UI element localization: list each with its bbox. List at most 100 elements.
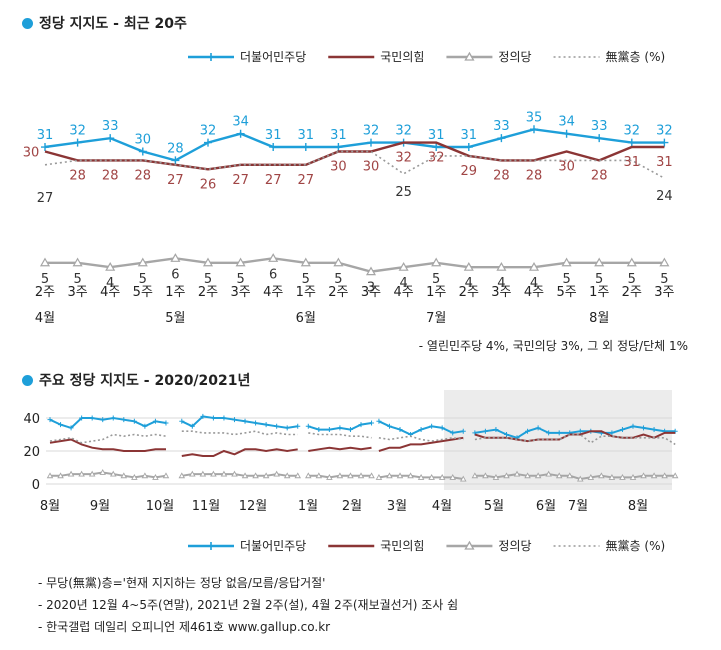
data-label: 5 <box>562 272 570 287</box>
data-point <box>630 423 636 429</box>
data-point <box>120 472 128 479</box>
triangle-marker-icon <box>464 51 475 61</box>
data-label: 31 <box>656 155 673 170</box>
data-point <box>566 472 574 479</box>
data-label: 33 <box>493 119 510 134</box>
chart2-lines <box>46 413 679 482</box>
data-point <box>651 427 657 433</box>
data-point <box>496 261 507 271</box>
data-point <box>221 415 227 421</box>
data-label: 31 <box>37 128 54 143</box>
data-point <box>640 472 647 479</box>
x-month-label: 10월 <box>146 499 175 514</box>
data-point <box>459 475 467 482</box>
bullet-dot-icon <box>22 374 33 386</box>
data-point <box>438 473 446 480</box>
data-point <box>189 470 196 477</box>
data-point <box>131 418 137 424</box>
data-point <box>242 418 248 424</box>
data-point <box>358 422 364 428</box>
data-point <box>525 428 531 434</box>
x-month-label: 6월 <box>296 311 316 326</box>
data-point <box>347 472 354 479</box>
data-point <box>577 475 584 482</box>
data-label: 6 <box>171 267 179 282</box>
data-point <box>170 253 181 262</box>
data-point <box>347 427 353 433</box>
data-point <box>210 415 216 421</box>
data-point <box>650 472 658 479</box>
data-point <box>326 473 333 480</box>
data-point <box>417 473 425 480</box>
plus-marker-icon <box>207 53 215 61</box>
data-label: 5 <box>432 272 440 287</box>
data-label: 5 <box>41 272 49 287</box>
data-label: 4 <box>106 276 114 291</box>
data-point <box>595 134 604 143</box>
data-label: 32 <box>69 124 86 139</box>
data-label: 28 <box>135 168 152 183</box>
data-label: 4 <box>465 276 473 291</box>
series-line-정의당 <box>181 473 298 477</box>
data-point <box>262 472 270 479</box>
legend-item--층: 無黨층 (%) <box>553 538 665 553</box>
x-month-label: 4월 <box>432 499 452 514</box>
legend-label: 국민의힘 <box>380 50 424 64</box>
data-point <box>545 470 552 477</box>
legend-label: 더불어민주당 <box>240 539 306 553</box>
data-point <box>141 472 149 479</box>
data-point <box>546 430 552 436</box>
data-point <box>609 430 615 436</box>
x-month-label: 8월 <box>628 499 648 514</box>
legend-item-더불어민주당: 더불어민주당 <box>188 50 306 64</box>
data-point <box>162 472 170 479</box>
chart1-legend: 더불어민주당 국민의힘 정의당 無黨층 (%) <box>188 49 665 64</box>
data-point <box>386 472 393 479</box>
data-point <box>407 472 414 479</box>
series-line-정의당 <box>50 471 167 479</box>
data-point <box>295 423 301 429</box>
series-line--층 <box>44 150 665 179</box>
data-point <box>334 143 343 152</box>
data-label: 34 <box>558 115 575 130</box>
x-month-label: 7월 <box>426 311 446 326</box>
data-point <box>78 470 85 477</box>
data-label: 31 <box>624 155 641 170</box>
triangle-marker-icon <box>464 540 475 550</box>
data-point <box>73 138 82 147</box>
data-point <box>39 257 51 267</box>
x-month-label: 3월 <box>387 499 407 514</box>
data-label: 28 <box>69 168 86 183</box>
data-point <box>439 425 445 431</box>
data-point <box>202 257 214 267</box>
x-month-label: 6월 <box>536 499 556 514</box>
data-label: 27 <box>167 173 184 188</box>
data-point <box>627 138 636 147</box>
data-point <box>534 472 542 479</box>
data-point <box>200 413 206 419</box>
data-label: 4 <box>497 276 505 291</box>
data-point <box>513 470 521 477</box>
data-point <box>263 422 269 428</box>
x-tick-label: 3주 <box>230 285 250 300</box>
x-tick-label: 1주 <box>589 285 609 300</box>
data-point <box>253 420 259 426</box>
data-point <box>72 257 83 267</box>
series-line--층 <box>181 430 298 436</box>
x-tick-label: 4주 <box>100 285 120 300</box>
x-tick-label: 3주 <box>361 285 381 300</box>
series-line-국민의힘 <box>308 446 372 452</box>
x-month-label: 8월 <box>589 311 609 326</box>
data-point <box>556 430 562 436</box>
data-label: 32 <box>395 151 412 166</box>
data-point <box>608 473 616 480</box>
chart1-title: 정당 지지도 - 최근 20주 <box>22 13 187 33</box>
data-point <box>138 147 147 156</box>
data-point <box>336 472 344 479</box>
legend-item-정의당: 정의당 <box>446 50 532 64</box>
legend-item--층: 無黨층 (%) <box>553 49 665 64</box>
data-label: 31 <box>298 128 315 143</box>
data-point <box>152 473 159 480</box>
